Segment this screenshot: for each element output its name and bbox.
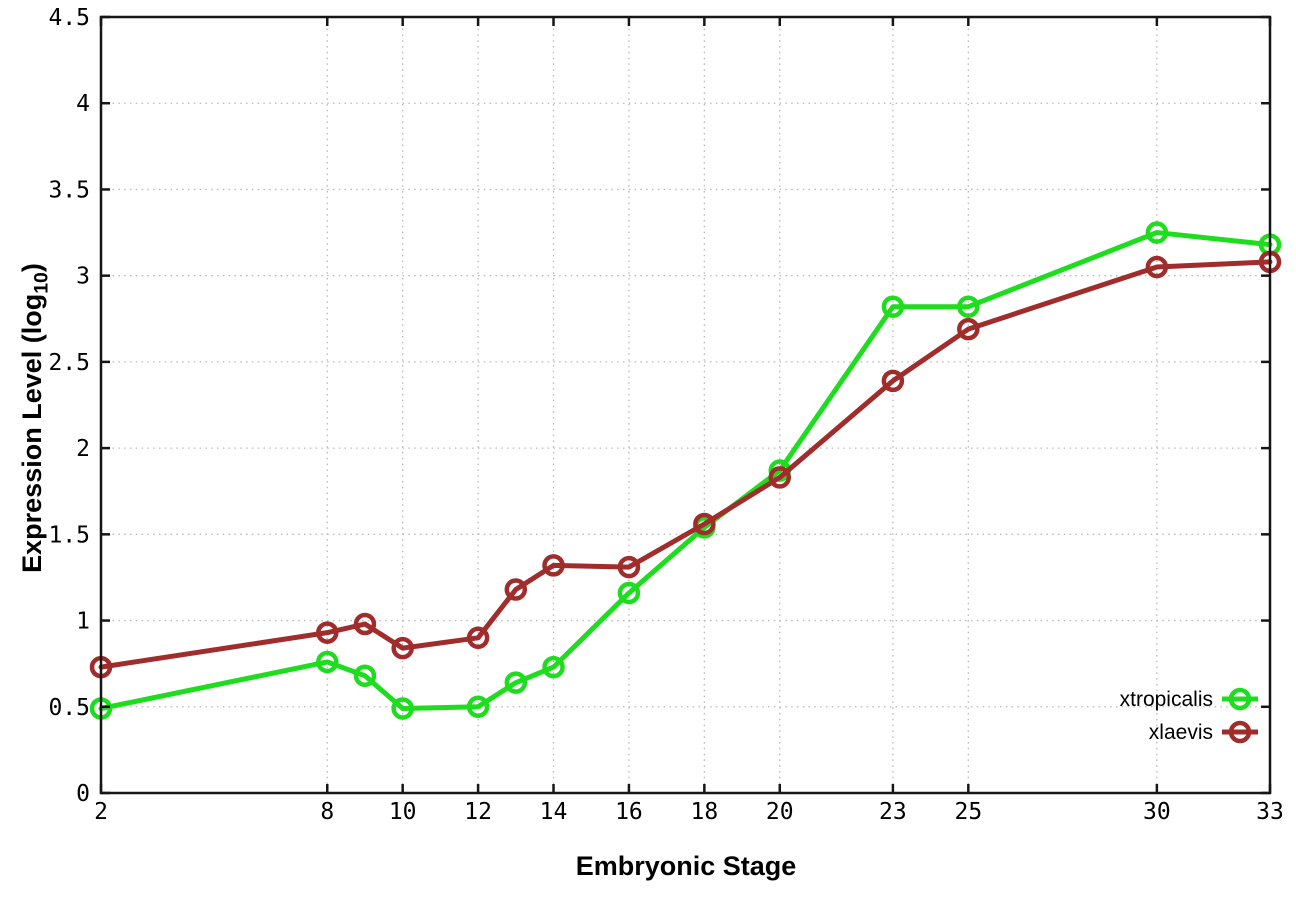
data-point-xtropicalis — [617, 581, 641, 605]
tick-labels: 2 8 10 12 14 16 18 20 23 25 30 33 0 0.5 1 1.5 2 2.5 3 3.5 4 4… — [48, 5, 1283, 825]
data-point-xtropicalis — [353, 664, 377, 687]
x-tick-label: 33 — [1256, 799, 1284, 825]
y-tick-label: 3 — [76, 264, 90, 290]
legend: xtropicalis xlaevis — [1120, 687, 1258, 744]
data-point-xlaevis — [693, 512, 716, 536]
data-point-xlaevis — [316, 621, 339, 644]
y-axis-title-main: Expression Level (log — [17, 293, 47, 573]
legend-marker-xlaevis — [1228, 720, 1252, 744]
y-tick-label: 1.5 — [48, 522, 90, 548]
data-point-xlaevis — [504, 578, 528, 601]
plot-frame — [99, 15, 1272, 795]
data-point-xlaevis — [881, 369, 905, 393]
data-point-xlaevis — [957, 317, 980, 341]
x-tick-label: 2 — [94, 799, 108, 825]
data-point-xlaevis — [542, 554, 565, 577]
x-tick-label: 18 — [691, 799, 719, 825]
x-tick-label: 25 — [954, 799, 982, 825]
y-tick-label: 2.5 — [48, 350, 90, 376]
data-point-xtropicalis — [316, 650, 339, 674]
grid-lines — [101, 17, 1270, 793]
series-line-xlaevis — [98, 259, 1273, 670]
legend-label-xlaevis: xlaevis — [1149, 721, 1213, 744]
y-tick-label: 4.5 — [48, 5, 90, 31]
y-tick-label: 1 — [76, 609, 90, 635]
data-point-xlaevis — [466, 626, 490, 650]
legend-marker-xtropicalis — [1228, 687, 1252, 711]
y-axis-title: Expression Level (log10) — [12, 138, 52, 698]
data-point-xlaevis — [391, 636, 414, 660]
data-point-xtropicalis — [1145, 221, 1169, 244]
data-point-xtropicalis — [391, 697, 414, 720]
x-tick-label: 23 — [879, 799, 907, 825]
plot-border — [99, 15, 1272, 795]
y-tick-label: 3.5 — [48, 177, 90, 203]
x-tick-label: 8 — [320, 799, 334, 825]
y-axis-title-subscript: 10 — [30, 272, 53, 294]
x-tick-label: 16 — [615, 799, 643, 825]
data-point-xlaevis — [617, 555, 641, 579]
legend-label-xtropicalis: xtropicalis — [1120, 688, 1213, 711]
data-point-xtropicalis — [881, 295, 905, 318]
x-axis-title: Embryonic Stage — [575, 851, 797, 881]
x-tick-label: 10 — [389, 799, 417, 825]
y-tick-label: 4 — [76, 91, 90, 117]
data-point-xlaevis — [1145, 255, 1169, 279]
series-line-xtropicalis — [98, 230, 1273, 712]
x-tick-label: 30 — [1143, 799, 1171, 825]
y-tick-label: 0.5 — [48, 695, 90, 721]
data-point-xtropicalis — [542, 655, 565, 679]
data-point-xtropicalis — [957, 295, 980, 318]
data-point-xtropicalis — [466, 695, 490, 719]
y-axis-title-close: ) — [17, 263, 47, 273]
y-tick-label: 2 — [76, 436, 90, 462]
x-tick-label: 20 — [766, 799, 794, 825]
data-point-xlaevis — [768, 466, 792, 489]
data-series — [89, 221, 1282, 720]
data-point-xtropicalis — [504, 671, 528, 694]
x-tick-label: 14 — [540, 799, 568, 825]
x-tick-label: 12 — [464, 799, 492, 825]
y-tick-label: 0 — [76, 781, 90, 807]
data-point-xlaevis — [353, 612, 377, 636]
